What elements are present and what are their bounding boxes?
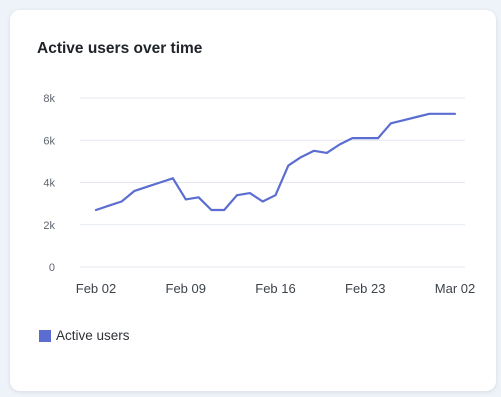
data-point (146, 186, 148, 188)
data-point (287, 164, 289, 166)
y-axis-ticks: 0 2k 4k 6k 8k (43, 93, 55, 274)
data-point (377, 137, 379, 139)
data-point (108, 205, 110, 207)
x-tick-label: Feb 02 (76, 281, 116, 296)
x-tick-label: Feb 16 (255, 281, 295, 296)
data-point (326, 152, 328, 154)
data-point (249, 192, 251, 194)
y-tick-label: 0 (49, 262, 55, 274)
line-chart: 0 2k 4k 6k 8k Feb 02 Feb 09 Feb 16 Feb 23 Mar 02 (43, 93, 475, 296)
data-point (95, 209, 97, 211)
data-point (454, 113, 456, 115)
data-point (338, 143, 340, 145)
x-axis-ticks: Feb 02 Feb 09 Feb 16 Feb 23 Mar 02 (76, 281, 475, 296)
x-tick-label: Feb 09 (166, 281, 206, 296)
data-point (197, 196, 199, 198)
y-tick-label: 6k (43, 135, 55, 147)
legend: Active users (39, 328, 130, 343)
data-point (274, 194, 276, 196)
y-tick-label: 2k (43, 220, 55, 232)
series-line-active-users (94, 112, 457, 212)
data-point (441, 113, 443, 115)
data-point (223, 209, 225, 211)
data-point (313, 150, 315, 152)
data-point (159, 181, 161, 183)
data-point (236, 194, 238, 196)
y-tick-label: 4k (43, 178, 55, 190)
data-point (185, 198, 187, 200)
data-point (172, 177, 174, 179)
legend-swatch (39, 329, 51, 342)
grid-lines (80, 97, 465, 268)
y-tick-label: 8k (43, 93, 55, 105)
chart-card: Active users over time 0 2k 4k 6k 8k Feb 02 F… (10, 10, 496, 391)
legend-label: Active users (56, 328, 130, 343)
data-point (300, 156, 302, 158)
data-point (390, 122, 392, 124)
data-point (415, 116, 417, 118)
data-point (351, 137, 353, 139)
data-point (403, 119, 405, 121)
data-point (133, 190, 135, 192)
data-point (364, 137, 366, 139)
x-tick-label: Mar 02 (435, 281, 475, 296)
data-point (120, 200, 122, 202)
x-tick-label: Feb 23 (345, 281, 385, 296)
data-point (428, 113, 430, 115)
series-layer (94, 112, 457, 212)
data-point (210, 209, 212, 211)
chart-title: Active users over time (37, 40, 203, 57)
data-point (261, 200, 263, 202)
